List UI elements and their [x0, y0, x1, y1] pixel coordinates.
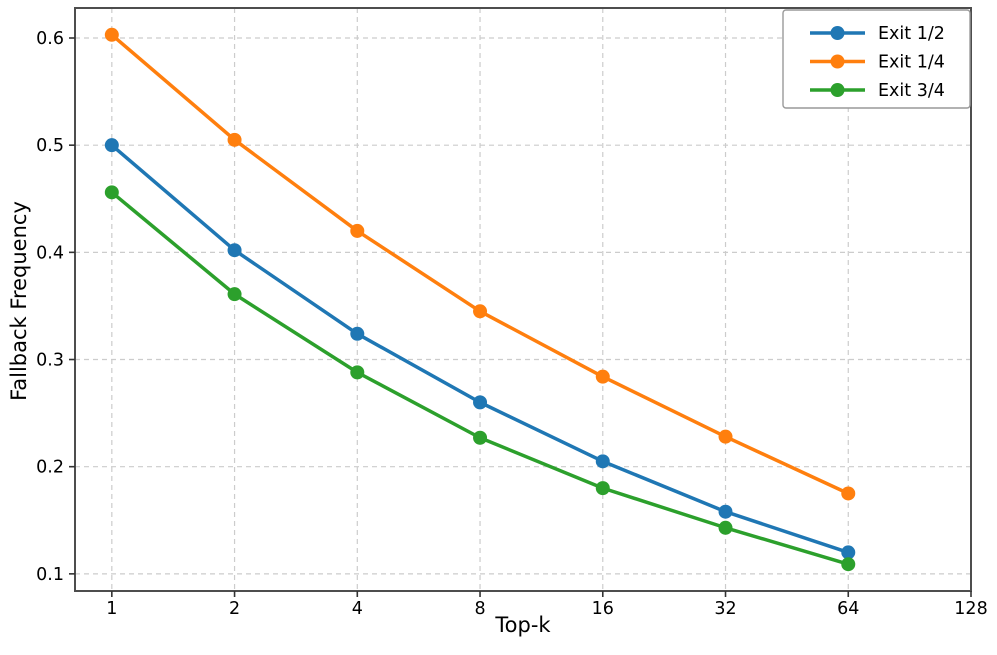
x-tick-label: 16 [592, 599, 614, 619]
data-point-exit-1-2 [595, 454, 610, 469]
data-point-exit-1-2 [350, 326, 365, 341]
data-point-exit-3-4 [841, 557, 856, 572]
plot-frame [74, 7, 972, 592]
data-point-exit-1-2 [227, 243, 242, 258]
data-point-exit-1-4 [595, 369, 610, 384]
legend-marker-exit-1-4 [830, 54, 845, 69]
data-point-exit-1-4 [718, 429, 733, 444]
data-point-exit-1-4 [350, 223, 365, 238]
data-point-exit-1-4 [227, 132, 242, 147]
legend-label-exit-1-4: Exit 1/4 [878, 53, 945, 73]
data-point-exit-3-4 [227, 287, 242, 302]
data-point-exit-1-4 [104, 27, 119, 42]
x-tick-label: 32 [714, 599, 736, 619]
data-point-exit-3-4 [718, 520, 733, 535]
legend-label-exit-1-2: Exit 1/2 [878, 24, 945, 44]
x-tick-label: 128 [954, 599, 987, 619]
data-point-exit-1-2 [104, 138, 119, 153]
x-axis-label: Top-k [495, 613, 551, 637]
y-axis-label: Fallback Frequency [7, 201, 31, 401]
y-tick-label: 0.5 [36, 136, 64, 156]
data-point-exit-1-2 [841, 545, 856, 560]
y-tick-label: 0.1 [36, 565, 64, 585]
x-tick-label: 2 [229, 599, 240, 619]
data-point-exit-1-2 [718, 504, 733, 519]
data-point-exit-3-4 [350, 365, 365, 380]
legend-label-exit-3-4: Exit 3/4 [878, 81, 945, 101]
y-tick-label: 0.2 [36, 458, 64, 478]
data-point-exit-3-4 [104, 185, 119, 200]
data-point-exit-1-2 [473, 395, 488, 410]
data-point-exit-3-4 [595, 481, 610, 496]
x-tick-label: 1 [106, 599, 117, 619]
data-point-exit-3-4 [473, 430, 488, 445]
legend-marker-exit-1-2 [830, 26, 845, 40]
y-tick-label: 0.3 [36, 351, 64, 371]
y-tick-label: 0.6 [36, 29, 64, 49]
legend-marker-exit-3-4 [830, 83, 845, 97]
y-tick-label: 0.4 [36, 243, 64, 263]
x-tick-label: 8 [474, 599, 485, 619]
x-tick-label: 64 [837, 599, 859, 619]
data-point-exit-1-4 [841, 486, 856, 501]
data-point-exit-1-4 [473, 304, 488, 319]
x-tick-label: 4 [352, 599, 363, 619]
